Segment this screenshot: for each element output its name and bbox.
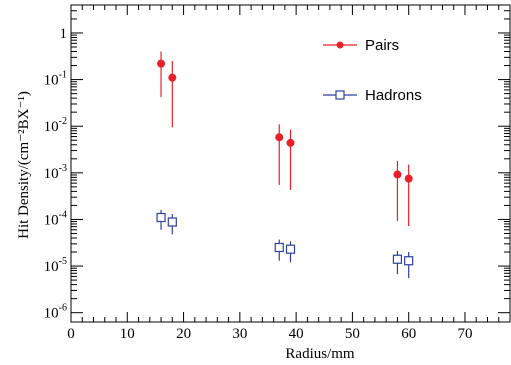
y-tick-label: 10-1	[44, 70, 67, 89]
y-tick-label: 1	[60, 26, 68, 42]
x-tick-label: 50	[345, 326, 360, 342]
data-point	[404, 174, 413, 183]
axis-ticks	[70, 5, 511, 322]
y-tick-label: 10-2	[44, 116, 67, 135]
y-tick-label: 10-6	[44, 303, 67, 322]
x-tick-label: 20	[176, 326, 191, 342]
plot-frame	[70, 4, 511, 323]
data-point	[286, 138, 295, 147]
legend-marker	[336, 41, 344, 49]
y-tick-label: 10-3	[44, 163, 67, 182]
x-tick-labels: 0 10 20 30 40 50 60 70	[67, 326, 472, 342]
x-tick-label: 30	[232, 326, 247, 342]
legend-label: Hadrons	[365, 87, 422, 104]
series-hadrons	[156, 209, 414, 279]
data-point	[393, 170, 402, 179]
legend-marker	[335, 90, 345, 100]
x-tick-label: 60	[401, 326, 416, 342]
series-layer	[156, 51, 414, 279]
x-axis-title: Radius/mm	[285, 346, 355, 362]
y-axis-title: Hit Density/(cm⁻²BX⁻¹)	[16, 91, 32, 239]
data-point	[285, 244, 296, 254]
data-point	[274, 242, 284, 253]
y-tick-label: 10-5	[44, 256, 67, 275]
y-tick-labels: 1 10-1 10-2 10-3 10-4 10-5 10-6	[44, 26, 67, 322]
data-point	[392, 254, 403, 264]
series-pairs	[157, 51, 413, 227]
data-point	[167, 217, 177, 227]
data-point	[275, 133, 284, 142]
data-point	[168, 73, 177, 82]
data-point	[404, 256, 414, 266]
legend: Pairs Hadrons	[323, 37, 422, 104]
legend-label: Pairs	[365, 37, 399, 54]
x-tick-label: 10	[120, 326, 135, 342]
x-tick-label: 40	[289, 326, 304, 342]
data-point	[156, 212, 166, 223]
y-tick-label: 10-4	[44, 209, 67, 228]
x-tick-label: 70	[457, 326, 472, 342]
x-tick-label: 0	[67, 326, 75, 342]
data-point	[157, 59, 166, 68]
